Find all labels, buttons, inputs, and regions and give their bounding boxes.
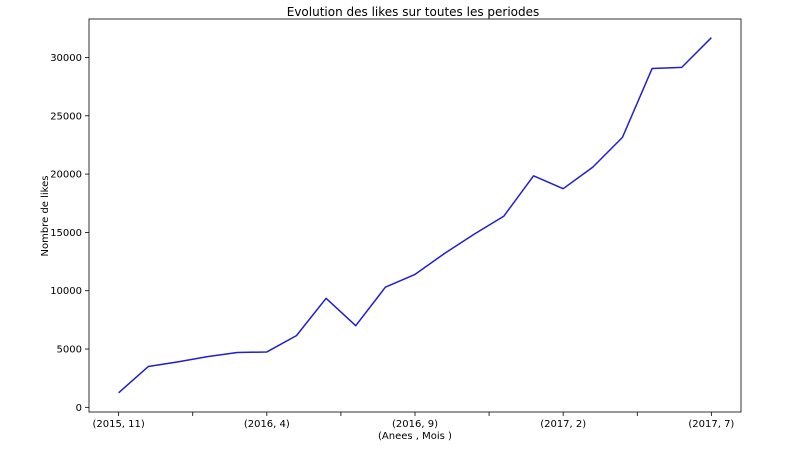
y-tick-label: 0 xyxy=(76,403,82,414)
plot-frame xyxy=(88,18,742,413)
y-axis: 0 5000 10000 15000 20000 25000 30000 xyxy=(50,53,89,414)
y-axis-label: Nombre de likes xyxy=(40,176,51,257)
chart-title: Evolution des likes sur toutes les perio… xyxy=(287,5,540,19)
y-tick-label: 20000 xyxy=(50,170,82,181)
x-axis: (2015, 11) (2016, 4) (2016, 9) (2017, 2) (20… xyxy=(92,412,734,430)
x-tick-label: (2017, 7) xyxy=(688,419,734,430)
y-tick-label: 5000 xyxy=(57,345,82,356)
y-tick-label: 30000 xyxy=(50,53,82,64)
y-tick-label: 10000 xyxy=(50,286,82,297)
y-tick-label: 15000 xyxy=(50,228,82,239)
x-tick-label: (2015, 11) xyxy=(92,419,144,430)
x-axis-label: (Anees , Mois ) xyxy=(378,431,452,442)
x-tick-label: (2016, 4) xyxy=(244,419,290,430)
y-tick-label: 25000 xyxy=(50,111,82,122)
x-tick-label: (2016, 9) xyxy=(392,419,438,430)
x-tick-label: (2017, 2) xyxy=(540,419,586,430)
plot-area xyxy=(88,18,742,413)
series-line-0 xyxy=(118,37,712,394)
